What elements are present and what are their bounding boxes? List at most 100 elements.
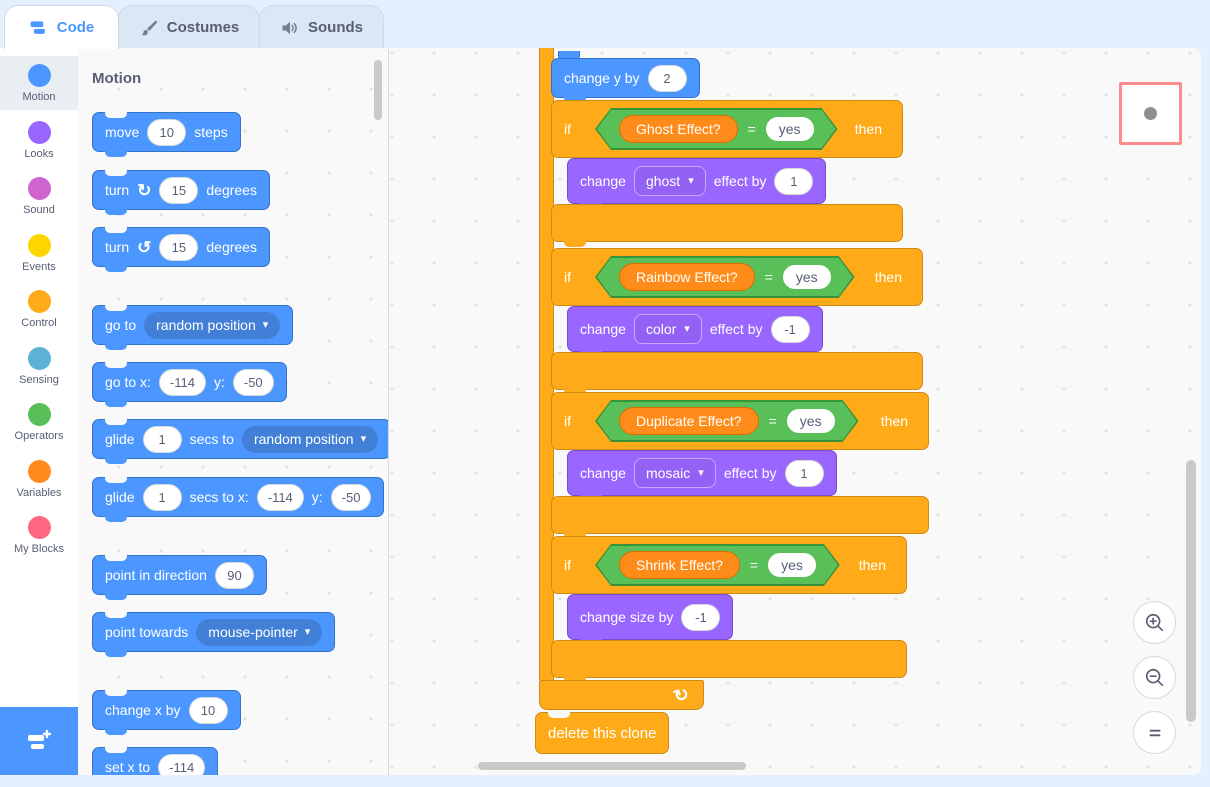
- number-input[interactable]: 15: [159, 176, 199, 204]
- if-block-ghost[interactable]: if Ghost Effect? = yes then change ghost…: [551, 100, 903, 247]
- if-block-bottom-bar[interactable]: [551, 204, 903, 247]
- block-label: glide: [105, 489, 135, 505]
- number-input[interactable]: 10: [188, 696, 228, 724]
- tab-code[interactable]: Code: [4, 5, 119, 49]
- y-input[interactable]: -50: [232, 368, 274, 396]
- palette-block-move[interactable]: move 10 steps: [92, 112, 241, 157]
- number-input[interactable]: 15: [159, 233, 199, 261]
- equals-operator-block[interactable]: Duplicate Effect? = yes: [595, 400, 859, 442]
- if-block-header[interactable]: if Shrink Effect? = yes then: [551, 536, 907, 594]
- direction-input[interactable]: 90: [214, 561, 254, 589]
- category-events[interactable]: Events: [0, 226, 78, 280]
- block-label: go to: [105, 317, 137, 333]
- number-input[interactable]: -1: [681, 603, 721, 631]
- variable-reporter[interactable]: Duplicate Effect?: [619, 407, 759, 435]
- script-block-delete-this-clone[interactable]: delete this clone: [535, 712, 670, 754]
- x-input[interactable]: -114: [256, 483, 304, 511]
- palette-block-point-in-direction[interactable]: point in direction 90: [92, 555, 267, 600]
- script-block-change-color-effect[interactable]: change color ▾ effect by -1: [567, 306, 823, 357]
- zoom-reset-button[interactable]: [1133, 711, 1176, 754]
- palette-block-set-x[interactable]: set x to -114: [92, 747, 219, 775]
- tab-sounds[interactable]: Sounds: [259, 5, 384, 49]
- if-label: if: [564, 269, 571, 285]
- equals-operator-block[interactable]: Ghost Effect? = yes: [595, 108, 838, 150]
- target-dropdown[interactable]: random position ▾: [241, 425, 379, 453]
- script-block-change-size[interactable]: change size by -1: [567, 594, 734, 645]
- palette-block-go-to-xy[interactable]: go to x: -114 y: -50: [92, 362, 287, 407]
- block-label: change y by: [564, 70, 640, 86]
- operator-symbol: =: [747, 121, 756, 137]
- variable-reporter[interactable]: Ghost Effect?: [619, 115, 738, 143]
- category-my-blocks[interactable]: My Blocks: [0, 508, 78, 562]
- equals-operator-block[interactable]: Shrink Effect? = yes: [595, 544, 840, 586]
- if-block-header[interactable]: if Ghost Effect? = yes then: [551, 100, 903, 158]
- variable-reporter[interactable]: Shrink Effect?: [619, 551, 740, 579]
- then-label: then: [874, 269, 902, 285]
- script-block-change-y[interactable]: change y by 2: [551, 58, 700, 103]
- category-operators[interactable]: Operators: [0, 395, 78, 449]
- script-block-change-mosaic-effect[interactable]: change mosaic ▾ effect by 1: [567, 450, 837, 501]
- script-workspace[interactable]: change y by 2 if Ghost Effect? = yes the…: [388, 48, 1201, 775]
- palette-block-glide-to-xy[interactable]: glide 1 secs to x: -114 y: -50: [92, 477, 385, 522]
- palette-block-glide-to[interactable]: glide 1 secs to random position ▾: [92, 419, 388, 464]
- script-block-change-ghost-effect[interactable]: change ghost ▾ effect by 1: [567, 158, 827, 209]
- equals-operator-block[interactable]: Rainbow Effect? = yes: [595, 256, 855, 298]
- number-input[interactable]: 10: [147, 118, 187, 146]
- variable-reporter[interactable]: Rainbow Effect?: [619, 263, 755, 291]
- if-block-bottom-bar[interactable]: [551, 352, 923, 395]
- palette-block-go-to[interactable]: go to random position ▾: [92, 305, 294, 350]
- block-label: change x by: [105, 702, 181, 718]
- category-label: Variables: [16, 486, 62, 499]
- if-block-shrink[interactable]: if Shrink Effect? = yes then change size…: [551, 536, 907, 683]
- palette-block-point-towards[interactable]: point towards mouse-pointer ▾: [92, 612, 336, 657]
- number-input[interactable]: 1: [784, 459, 824, 487]
- target-dropdown[interactable]: mouse-pointer ▾: [196, 618, 323, 646]
- category-variables[interactable]: Variables: [0, 452, 78, 506]
- if-block-bottom-bar[interactable]: [551, 496, 929, 539]
- palette-block-turn-left[interactable]: turn ↺ 15 degrees: [92, 227, 270, 272]
- text-input[interactable]: yes: [766, 117, 814, 141]
- category-label: Events: [22, 260, 56, 273]
- text-input[interactable]: yes: [783, 265, 831, 289]
- tab-costumes[interactable]: Costumes: [118, 5, 260, 49]
- if-block-duplicate[interactable]: if Duplicate Effect? = yes then change m…: [551, 392, 929, 539]
- if-block-bottom-bar[interactable]: [551, 640, 907, 683]
- block-label: effect by: [723, 465, 777, 481]
- loop-block-bottom[interactable]: ↻: [539, 680, 704, 710]
- text-input[interactable]: yes: [787, 409, 835, 433]
- number-input[interactable]: -1: [770, 315, 810, 343]
- effect-dropdown[interactable]: ghost ▾: [633, 166, 706, 196]
- number-input[interactable]: -114: [158, 753, 206, 775]
- add-extension-button[interactable]: [0, 707, 78, 775]
- palette-scrollbar[interactable]: [374, 60, 382, 120]
- palette-block-change-x[interactable]: change x by 10: [92, 690, 241, 735]
- target-dropdown[interactable]: random position ▾: [144, 311, 281, 339]
- y-input[interactable]: -50: [330, 483, 372, 511]
- horizontal-scrollbar[interactable]: [478, 762, 746, 770]
- category-motion[interactable]: Motion: [0, 56, 78, 110]
- category-label: Operators: [14, 429, 64, 442]
- zoom-out-button[interactable]: [1133, 656, 1176, 699]
- effect-dropdown[interactable]: mosaic ▾: [633, 458, 716, 488]
- category-sound[interactable]: Sound: [0, 169, 78, 223]
- secs-input[interactable]: 1: [142, 425, 182, 453]
- block-label: effect by: [709, 321, 763, 337]
- text-input[interactable]: yes: [768, 553, 816, 577]
- block-label: secs to x:: [189, 489, 249, 505]
- category-looks[interactable]: Looks: [0, 113, 78, 167]
- zoom-in-button[interactable]: [1133, 601, 1176, 644]
- if-block-header[interactable]: if Rainbow Effect? = yes then: [551, 248, 923, 306]
- palette-block-turn-right[interactable]: turn ↻ 15 degrees: [92, 170, 270, 215]
- secs-input[interactable]: 1: [142, 483, 182, 511]
- number-input[interactable]: 2: [647, 64, 687, 92]
- category-sensing[interactable]: Sensing: [0, 339, 78, 393]
- x-input[interactable]: -114: [158, 368, 206, 396]
- vertical-scrollbar[interactable]: [1186, 460, 1196, 722]
- if-block-header[interactable]: if Duplicate Effect? = yes then: [551, 392, 929, 450]
- category-control[interactable]: Control: [0, 282, 78, 336]
- effect-dropdown[interactable]: color ▾: [633, 314, 702, 344]
- if-block-rainbow[interactable]: if Rainbow Effect? = yes then change col…: [551, 248, 923, 395]
- control-color-dot: [27, 289, 51, 313]
- tab-label: Costumes: [166, 19, 240, 36]
- number-input[interactable]: 1: [774, 167, 814, 195]
